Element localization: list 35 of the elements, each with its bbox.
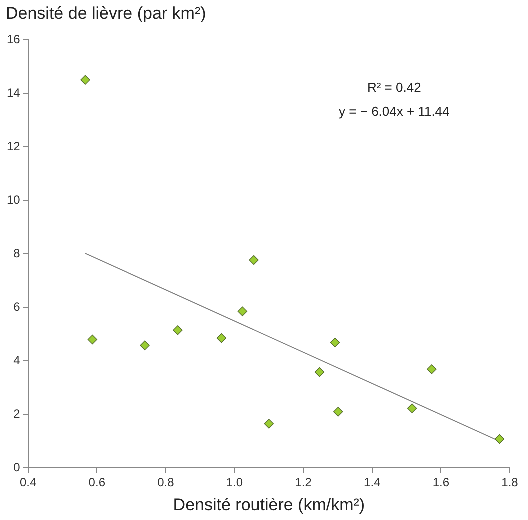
x-tick-label: 1.4: [364, 476, 382, 490]
point: [330, 338, 340, 348]
y-tick-label: 2: [14, 406, 21, 421]
y-axis-title: Densité de lièvre (par km²): [6, 4, 206, 24]
point: [140, 340, 150, 350]
x-tick-label: 0.8: [158, 476, 175, 490]
annotation: R² = 0.42: [367, 80, 422, 95]
x-tick-label: 0.6: [88, 476, 106, 490]
point: [314, 368, 325, 378]
point: [216, 334, 227, 344]
y-tick-label: 12: [6, 139, 21, 154]
y-tick-label: 14: [6, 86, 21, 100]
x-tick-label: 1.0: [226, 476, 244, 490]
x-tick-label: 1.2: [295, 476, 312, 490]
y-tick-label: 0: [14, 460, 21, 475]
x-tick-label: 1.6: [432, 476, 450, 490]
point: [249, 255, 259, 266]
x-tick-label: 0.4: [20, 476, 38, 490]
y-tick-label: 4: [14, 353, 21, 368]
annotation: y = − 6.04x + 11.44: [339, 104, 450, 119]
point: [238, 306, 248, 316]
point: [407, 404, 418, 414]
x-axis-title: Densité routière (km/km²): [173, 495, 366, 514]
x-tick-label: 1.8: [502, 476, 519, 490]
point: [173, 326, 183, 336]
point: [80, 75, 90, 85]
point: [427, 364, 437, 374]
point: [264, 419, 274, 429]
point: [494, 434, 505, 444]
y-tick-label: 6: [14, 300, 21, 314]
point: [333, 407, 344, 417]
y-tick-label: 10: [6, 192, 21, 207]
y-tick-label: 16: [6, 32, 21, 46]
y-tick-label: 8: [14, 246, 21, 260]
point: [88, 334, 98, 345]
